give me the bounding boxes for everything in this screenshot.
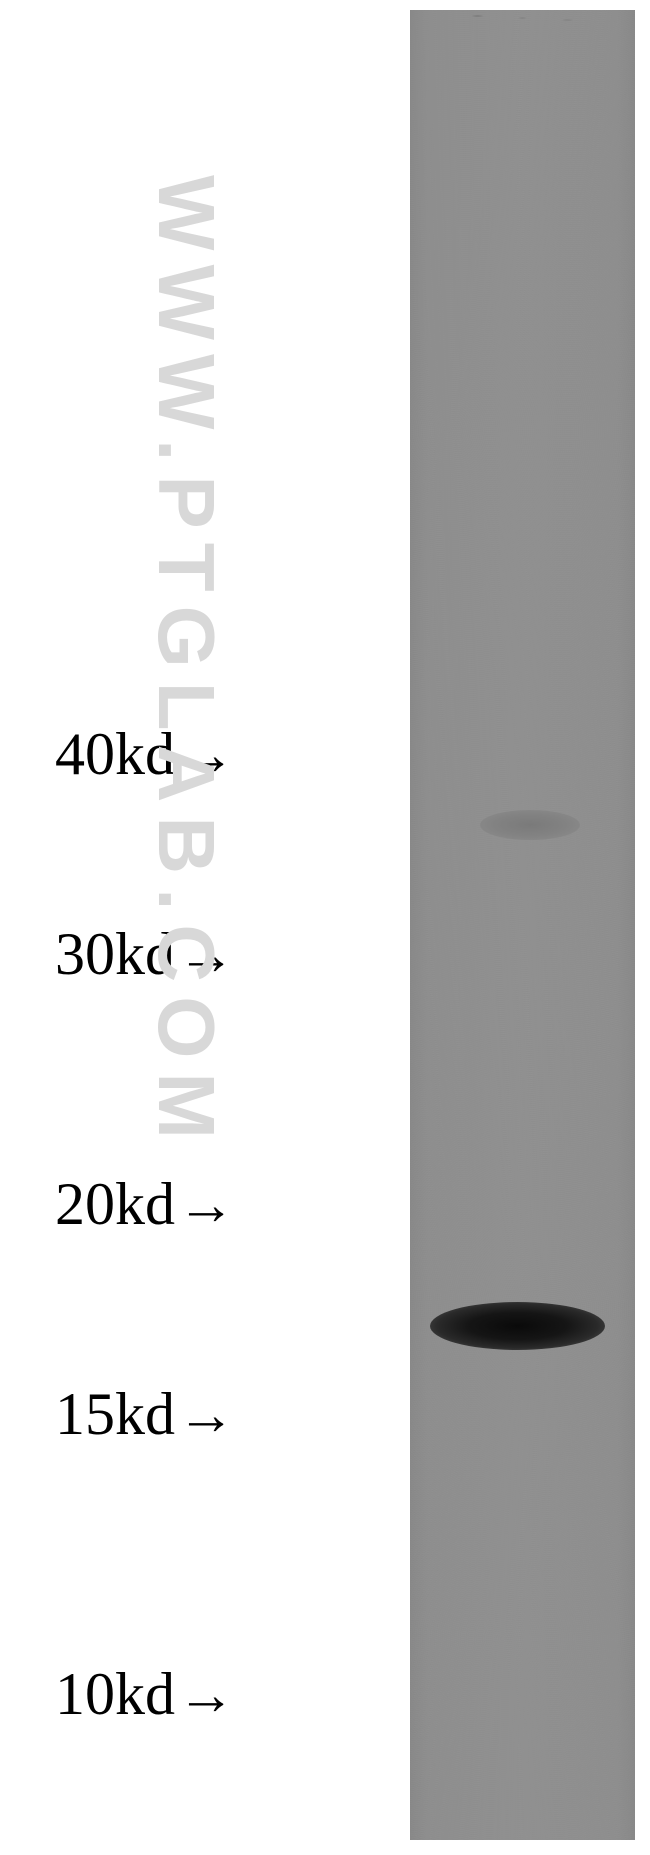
marker-label-text: 10kd	[55, 1660, 175, 1729]
arrow-icon: →	[177, 1381, 235, 1448]
blot-lane	[410, 10, 635, 1840]
marker-15kd: 15kd→	[55, 1380, 235, 1449]
western-blot-figure: WWW.PTGLAB.COM 40kd→ 30kd→ 20kd→ 15kd→ 1…	[0, 0, 650, 1855]
marker-label-text: 15kd	[55, 1380, 175, 1449]
arrow-icon: →	[177, 1171, 235, 1238]
marker-20kd: 20kd→	[55, 1170, 235, 1239]
band-faint-30kd	[480, 810, 580, 840]
marker-10kd: 10kd→	[55, 1660, 235, 1729]
marker-label-text: 20kd	[55, 1170, 175, 1239]
lane-noise	[410, 10, 635, 1840]
watermark-text: WWW.PTGLAB.COM	[140, 175, 232, 1153]
arrow-icon: →	[177, 1661, 235, 1728]
band-main-16kd	[430, 1302, 605, 1350]
